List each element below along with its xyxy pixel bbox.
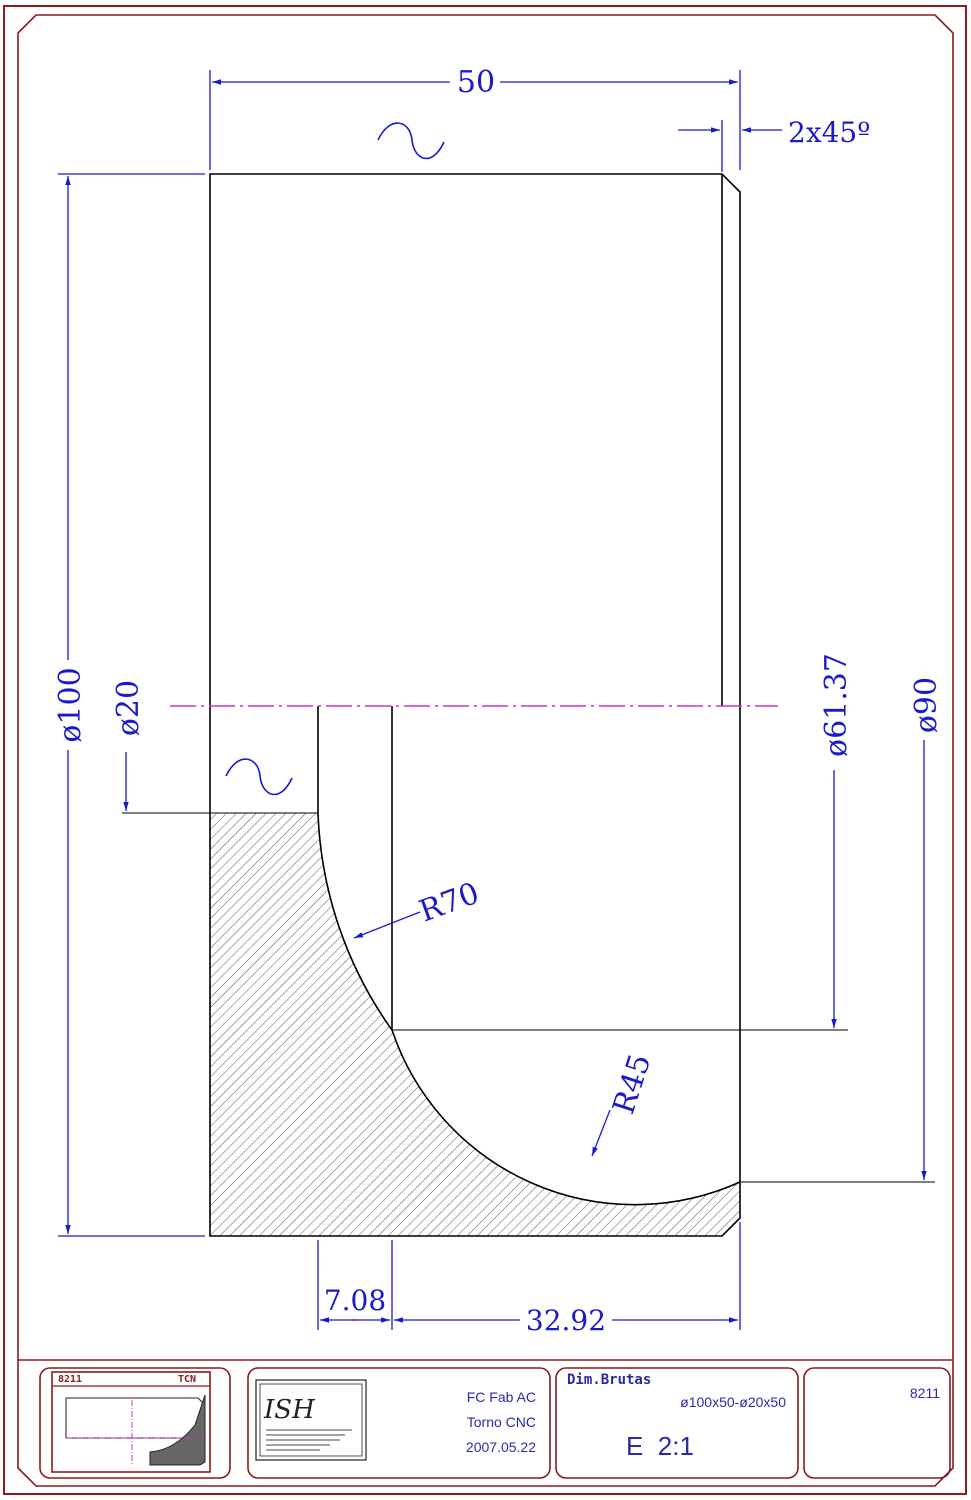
- thumb-code-left: 8211: [58, 1374, 82, 1385]
- drawing-scale: E 2:1: [626, 1431, 694, 1461]
- part-number: 8211: [910, 1385, 940, 1401]
- thumb-code-right: TCN: [178, 1374, 196, 1385]
- part-outline: [122, 173, 935, 1237]
- sheet-frame: [3, 5, 967, 1495]
- dim-length-50: 50: [457, 65, 495, 100]
- raw-dims-value: ø100x50-ø20x50: [680, 1394, 786, 1410]
- finish-symbol-bore: [225, 758, 293, 796]
- dimension-lines: [58, 70, 927, 1330]
- course-line-1: FC Fab AC: [467, 1389, 536, 1405]
- course-line-2: Torno CNC: [467, 1414, 536, 1430]
- dim-dia-100: ø100: [53, 667, 88, 742]
- dim-chamfer: 2x45º: [788, 116, 870, 149]
- title-block: [39, 1367, 951, 1479]
- dim-radius-70: R70: [415, 876, 484, 930]
- thumbnail-preview: 8211 TCN: [51, 1371, 211, 1473]
- dim-offset-32-92: 32.92: [526, 1304, 606, 1337]
- dim-dia-61-37: ø61.37: [819, 653, 854, 757]
- drawing-date: 2007.05.22: [466, 1439, 536, 1455]
- dim-radius-45: R45: [606, 1050, 658, 1119]
- school-logo: ISH: [255, 1379, 367, 1461]
- finish-symbol-top: [377, 122, 445, 160]
- svg-text:ISH: ISH: [263, 1395, 316, 1425]
- dim-offset-7-08: 7.08: [324, 1284, 386, 1317]
- dim-dia-90: ø90: [909, 677, 944, 733]
- dim-dia-20: ø20: [111, 680, 146, 736]
- section-hatch: [210, 813, 740, 1236]
- raw-dims-label: Dim.Brutas: [567, 1372, 651, 1388]
